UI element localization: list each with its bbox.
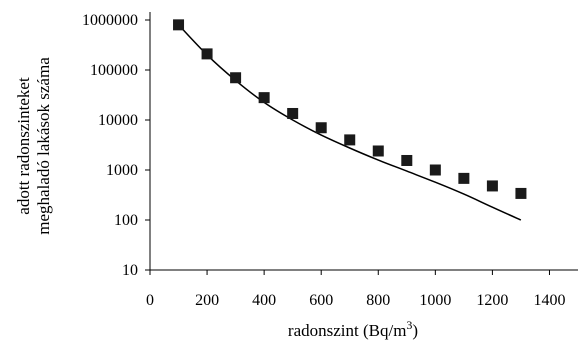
y-tick-label: 10	[122, 262, 138, 279]
data-point-square	[344, 134, 356, 146]
y-axis-title: adott radonszinteket meghaladó lakások s…	[14, 57, 53, 235]
y-tick-label: 100000	[90, 62, 138, 79]
x-tick-label: 200	[195, 292, 219, 309]
x-tick-label: 800	[366, 292, 390, 309]
fit-curve	[177, 24, 522, 221]
series-markers-group	[173, 19, 527, 199]
data-point-square	[458, 172, 470, 184]
y-axis-title-line-2: meghaladó lakások száma	[34, 57, 53, 235]
y-tick-label: 10000	[98, 112, 138, 129]
x-axis-ticks: 0 200 400 600 800 1000 1200 1400	[146, 270, 565, 309]
data-point-square	[173, 19, 185, 31]
y-tick-label: 1000000	[82, 12, 138, 29]
x-tick-label: 1200	[476, 292, 508, 309]
x-tick-label: 600	[309, 292, 333, 309]
data-point-square	[287, 107, 299, 119]
data-point-square	[515, 187, 527, 199]
data-point-square	[372, 145, 384, 157]
axes	[149, 12, 578, 271]
x-tick-label: 0	[146, 292, 154, 309]
x-axis-title: radonszint (Bq/m3)	[288, 318, 418, 340]
x-tick-label: 1000	[419, 292, 451, 309]
y-axis-ticks: 10 100 1000 10000 100000 1000000	[82, 12, 150, 279]
y-tick-label: 1000	[106, 162, 138, 179]
x-tick-label: 1400	[533, 292, 565, 309]
data-point-square	[201, 48, 213, 60]
data-point-square	[429, 164, 441, 176]
data-point-square	[401, 154, 413, 166]
x-tick-label: 400	[252, 292, 276, 309]
y-tick-label: 100	[114, 212, 138, 229]
y-axis-title-line-1: adott radonszinteket	[14, 77, 33, 215]
data-point-square	[315, 122, 327, 134]
data-point-square	[258, 92, 270, 104]
data-point-square	[230, 72, 242, 84]
data-point-square	[486, 180, 498, 192]
series-line-group	[177, 24, 522, 221]
